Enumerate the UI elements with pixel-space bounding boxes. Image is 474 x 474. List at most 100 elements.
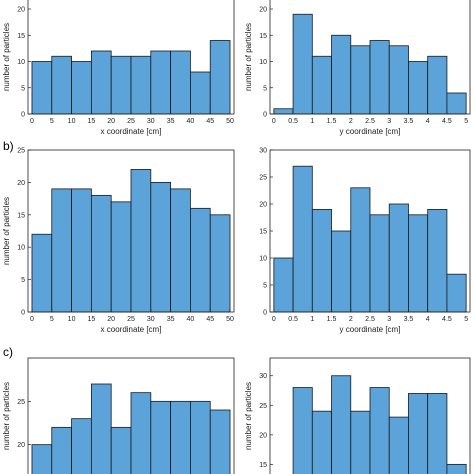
bar — [110, 55, 132, 115]
bar — [427, 393, 448, 474]
x-tick-label: 2.5 — [365, 316, 375, 323]
bar — [51, 188, 72, 313]
x-tick-label: 1.5 — [327, 316, 337, 323]
y-axis-label: number of particles — [2, 382, 11, 450]
y-tick-label: 25 — [259, 403, 267, 410]
bar — [31, 444, 53, 474]
x-tick-label: 10 — [68, 316, 76, 323]
x-tick-label: 10 — [68, 118, 76, 125]
x-axis-label: x coordinate [cm] — [101, 127, 162, 136]
x-tick-label: 15 — [87, 316, 95, 323]
x-axis-label: y coordinate [cm] — [340, 325, 401, 334]
bar — [71, 61, 92, 115]
bar — [311, 410, 332, 474]
y-tick-label: 25 — [17, 148, 25, 155]
bar — [31, 233, 53, 313]
x-axis-label: x coordinate [cm] — [101, 325, 162, 334]
bar — [150, 181, 172, 313]
bar — [408, 214, 429, 313]
x-tick-label: 1 — [310, 118, 314, 125]
bar — [292, 387, 313, 474]
x-tick-label: 50 — [226, 118, 234, 125]
histogram-5: 15 20 25 30 number of particles — [244, 357, 471, 474]
plot-frame — [27, 357, 235, 474]
histogram-3: 0 0.5 1 1.5 2 2.5 3 3.5 4 4.5 5 0 5 10 15 20 25 30 y coord… — [259, 148, 471, 334]
plot-frame — [269, 357, 471, 474]
histogram-0: 0 5 10 15 20 25 30 35 40 45 50 0 5 10 15 20 x coordinate… — [2, 0, 235, 136]
x-tick-label: 5 — [50, 316, 54, 323]
x-tick-label: 5 — [464, 316, 468, 323]
x-tick-label: 1.5 — [327, 118, 337, 125]
x-tick-label: 4.5 — [442, 118, 452, 125]
bar — [71, 188, 92, 313]
y-tick-label: 5 — [21, 277, 25, 284]
bar — [331, 34, 352, 115]
y-tick-label: 0 — [21, 112, 25, 119]
y-tick-label: 20 — [259, 432, 267, 439]
bar — [408, 61, 429, 115]
x-tick-label: 45 — [206, 118, 214, 125]
y-tick-label: 15 — [17, 212, 25, 219]
y-tick-label: 20 — [17, 7, 25, 14]
x-tick-label: 4 — [426, 316, 430, 323]
y-axis-label: number of particles — [244, 23, 253, 91]
bar — [90, 50, 112, 115]
bar — [170, 400, 191, 474]
x-tick-label: 2 — [349, 316, 353, 323]
bar — [350, 45, 371, 115]
y-tick-label: 15 — [17, 33, 25, 40]
bar — [311, 55, 332, 115]
bar — [427, 208, 448, 313]
x-tick-label: 4 — [426, 118, 430, 125]
bar — [311, 208, 332, 313]
x-tick-label: 3 — [387, 316, 391, 323]
y-tick-label: 20 — [17, 442, 25, 449]
x-tick-label: 40 — [187, 316, 195, 323]
y-tick-label: 15 — [259, 229, 267, 236]
x-tick-label: 1 — [310, 316, 314, 323]
y-axis-label: number of particles — [2, 197, 11, 265]
bar — [209, 409, 231, 474]
x-tick-label: 25 — [127, 118, 135, 125]
y-tick-label: 20 — [259, 202, 267, 209]
x-tick-label: 20 — [107, 118, 115, 125]
bar — [369, 40, 390, 115]
histogram-2: 0 5 10 15 20 25 30 35 40 45 50 0 5 10 15 20 25 x coordina… — [2, 148, 235, 334]
bar — [369, 387, 390, 474]
x-tick-label: 30 — [147, 118, 155, 125]
y-axis-label: number of particles — [244, 382, 253, 450]
y-tick-label: 5 — [263, 283, 267, 290]
bar — [130, 392, 152, 474]
bar — [31, 61, 53, 115]
bar — [408, 393, 429, 474]
x-tick-label: 0 — [272, 316, 276, 323]
y-tick-label: 5 — [263, 85, 267, 92]
panel-label-c: c) — [3, 345, 13, 359]
bar — [170, 50, 191, 115]
x-tick-label: 3 — [387, 118, 391, 125]
y-tick-label: 20 — [259, 7, 267, 14]
y-tick-label: 25 — [259, 175, 267, 182]
bar — [110, 426, 132, 474]
y-tick-label: 5 — [21, 85, 25, 92]
y-tick-label: 15 — [259, 33, 267, 40]
x-tick-label: 20 — [107, 316, 115, 323]
y-tick-label: 30 — [259, 148, 267, 155]
x-tick-label: 0 — [30, 316, 34, 323]
bar — [331, 230, 352, 313]
y-tick-label: 10 — [259, 256, 267, 263]
histogram-4: 20 25 number of particles — [2, 357, 235, 474]
x-tick-label: 45 — [206, 316, 214, 323]
bar — [292, 165, 313, 313]
x-tick-label: 3.5 — [404, 316, 414, 323]
x-tick-label: 4.5 — [442, 316, 452, 323]
bar — [51, 55, 72, 115]
y-tick-label: 0 — [21, 310, 25, 317]
bar — [273, 108, 294, 115]
bar — [90, 194, 112, 313]
bar — [331, 375, 352, 474]
x-tick-label: 3.5 — [404, 118, 414, 125]
bar — [71, 418, 92, 474]
bar — [190, 400, 211, 474]
